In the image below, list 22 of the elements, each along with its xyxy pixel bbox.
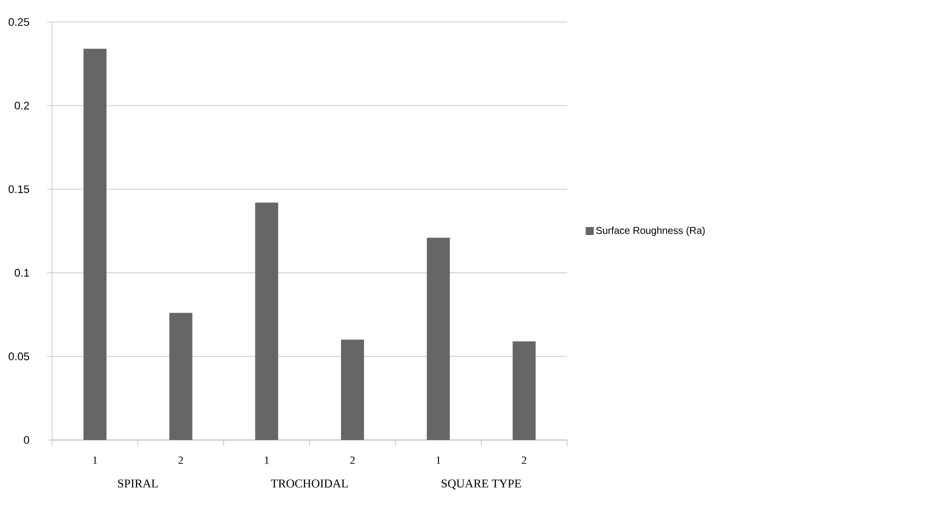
text: SPIRAL	[118, 480, 158, 488]
legend-label: Surface Roughness (Ra)	[596, 226, 705, 236]
bar	[426, 238, 450, 440]
y-tick-label: 0.25	[8, 18, 30, 26]
x-tick-label: 2	[522, 456, 526, 464]
x-tick-label: 1	[93, 456, 98, 464]
text: SQUARE TYPE	[442, 480, 521, 490]
y-tick-label: 0.15	[8, 185, 30, 194]
y-tick-label: 0	[24, 436, 30, 444]
y-tick-label: 0.05	[8, 352, 30, 360]
x-tick-label: 2	[350, 456, 355, 464]
y-tick-label: 0.2	[14, 102, 30, 110]
bar	[512, 341, 536, 440]
x-tick-label: 2	[178, 456, 183, 464]
x-tick-label: 1	[436, 456, 440, 464]
x-tick-label: 1	[264, 456, 269, 464]
bar	[341, 340, 364, 440]
text: TROCHOIDAL	[270, 480, 348, 488]
y-tick-label: 0.1	[14, 268, 30, 277]
bar	[255, 202, 278, 440]
bar	[84, 48, 106, 440]
bar	[169, 312, 192, 440]
